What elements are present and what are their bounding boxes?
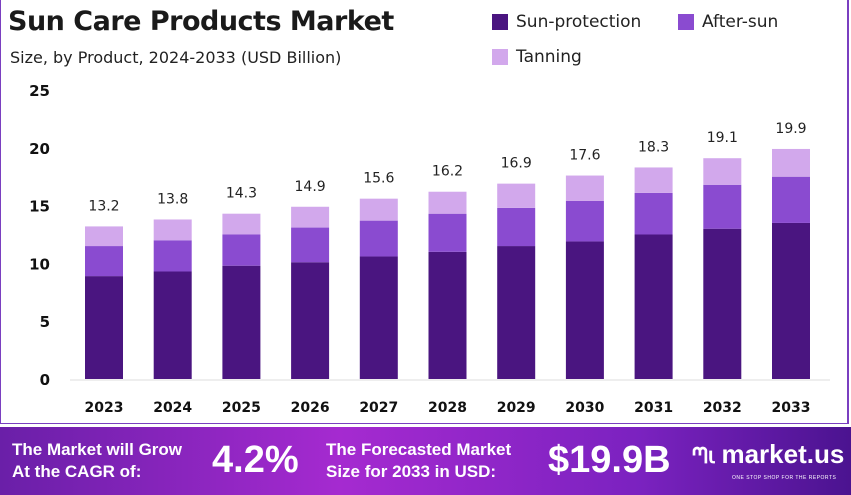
bar-total-label: 14.3: [226, 186, 257, 202]
legend-item-sun-protection: Sun-protection: [492, 12, 641, 32]
bar-segment-sun-protection: [359, 256, 398, 379]
bar-segment-after-sun: [222, 234, 261, 266]
bar-segment-tanning: [634, 167, 673, 193]
bar-segment-sun-protection: [634, 234, 673, 379]
y-tick-label: 25: [29, 82, 50, 100]
forecast-value: $19.9B: [548, 439, 671, 481]
bar-segment-tanning: [772, 148, 810, 177]
bar-segment-after-sun: [428, 213, 467, 252]
x-tick-label: 2031: [634, 400, 673, 416]
bar-segment-sun-protection: [497, 246, 536, 379]
bar-segment-tanning: [153, 219, 192, 241]
bar-segment-tanning: [359, 198, 398, 221]
bar-segment-tanning: [291, 206, 330, 228]
x-tick-label: 2023: [85, 400, 124, 416]
bar-segment-sun-protection: [565, 241, 604, 379]
bar-total-label: 19.1: [707, 130, 738, 146]
chart-subtitle: Size, by Product, 2024-2033 (USD Billion…: [10, 48, 342, 67]
y-tick-label: 5: [40, 313, 50, 331]
bar-segment-sun-protection: [153, 271, 192, 379]
bar-segment-tanning: [428, 191, 467, 214]
footer-banner: The Market will Grow At the CAGR of: 4.2%…: [0, 427, 851, 495]
x-tick-label: 2026: [291, 400, 330, 416]
forecast-label: The Forecasted Market Size for 2033 in US…: [326, 440, 512, 481]
bar-segment-after-sun: [153, 240, 192, 272]
bar-total-label: 13.2: [88, 198, 119, 214]
bar-segment-tanning: [565, 175, 604, 201]
bar-segment-after-sun: [703, 184, 742, 229]
bar-total-label: 15.6: [363, 171, 394, 187]
bar-total-label: 17.6: [569, 148, 600, 164]
bar-segment-after-sun: [359, 220, 398, 257]
x-tick-label: 2033: [772, 400, 811, 416]
chart-title: Sun Care Products Market: [8, 6, 394, 37]
x-tick-label: 2028: [428, 400, 467, 416]
cagr-label: The Market will Grow At the CAGR of:: [12, 440, 183, 481]
legend-item-after-sun: After-sun: [678, 12, 778, 32]
bar-segment-sun-protection: [772, 222, 810, 379]
cagr-value: 4.2%: [212, 439, 299, 481]
chart-frame: [0, 0, 849, 424]
x-tick-label: 2025: [222, 400, 261, 416]
bar-total-label: 19.9: [775, 121, 806, 137]
logo-icon: ᘉꙇ: [692, 443, 722, 468]
bar-segment-sun-protection: [222, 265, 261, 379]
x-tick-label: 2024: [153, 400, 192, 416]
bar-segment-after-sun: [634, 192, 673, 235]
bar-total-label: 13.8: [157, 191, 188, 207]
bar-total-label: 16.2: [432, 164, 463, 180]
bar-segment-tanning: [222, 213, 261, 235]
x-tick-label: 2032: [703, 400, 742, 416]
legend-label: After-sun: [702, 12, 779, 32]
y-tick-label: 0: [40, 371, 50, 389]
bar-segment-tanning: [497, 183, 536, 208]
y-tick-label: 20: [29, 140, 50, 158]
bar-segment-after-sun: [85, 246, 123, 277]
bar-segment-after-sun: [497, 207, 536, 247]
bar-segment-after-sun: [565, 200, 604, 242]
bar-segment-after-sun: [772, 176, 810, 223]
x-tick-label: 2029: [497, 400, 536, 416]
brand-tagline: ONE STOP SHOP FOR THE REPORTS: [732, 475, 837, 481]
bar-total-label: 16.9: [501, 156, 532, 172]
x-tick-label: 2027: [359, 400, 398, 416]
bar-segment-tanning: [85, 226, 123, 247]
y-tick-label: 15: [29, 198, 50, 216]
bar-segment-sun-protection: [85, 276, 123, 379]
legend-label: Tanning: [516, 47, 582, 67]
y-tick-label: 10: [29, 255, 50, 273]
bar-segment-tanning: [703, 158, 742, 185]
bar-total-label: 18.3: [638, 139, 669, 155]
stacked-bar-chart: 051015202513.2202313.8202414.3202514.920…: [29, 82, 830, 416]
bar-segment-sun-protection: [291, 262, 330, 379]
bar-segment-sun-protection: [703, 228, 742, 379]
legend-label: Sun-protection: [516, 12, 642, 32]
bar-segment-after-sun: [291, 227, 330, 263]
legend-item-tanning: Tanning: [492, 47, 582, 67]
x-tick-label: 2030: [565, 400, 604, 416]
bar-segment-sun-protection: [428, 251, 467, 379]
brand-logo: ᘉꙇ market.us: [692, 439, 845, 469]
bar-total-label: 14.9: [295, 179, 326, 195]
